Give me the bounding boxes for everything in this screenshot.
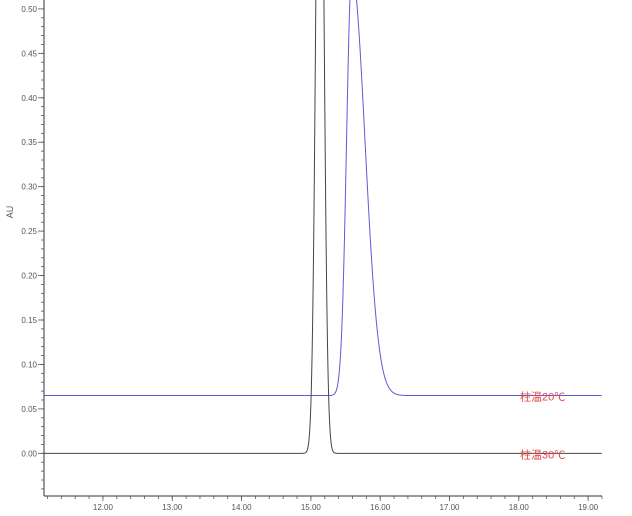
plot-area: 柱温20℃ 柱温30℃ bbox=[44, 0, 602, 461]
y-tick-label: 0.05 bbox=[21, 405, 37, 414]
y-tick-label: 0.25 bbox=[21, 227, 37, 236]
y-tick-label: 0.35 bbox=[21, 138, 37, 147]
y-tick-label: 0.00 bbox=[21, 449, 37, 458]
x-tick-label: 18.00 bbox=[509, 503, 530, 511]
y-tick-label: 0.50 bbox=[21, 5, 37, 14]
y-tick-label: 0.10 bbox=[21, 360, 37, 369]
axes: 0.00 0.05 0.10 0.15 0.20 0.25 0.30 0.35 0.40 0.45… bbox=[21, 0, 603, 512]
x-tick-label: 12.00 bbox=[93, 503, 114, 511]
x-tick-label: 14.00 bbox=[232, 503, 253, 511]
y-axis-label: AU bbox=[5, 206, 15, 219]
y-tick-label: 0.20 bbox=[21, 272, 37, 281]
x-tick-label: 13.00 bbox=[162, 503, 183, 511]
x-tick-label: 19.00 bbox=[578, 503, 599, 511]
series-label: 柱温30℃ bbox=[520, 447, 565, 461]
y-tick-label: 0.45 bbox=[21, 49, 37, 58]
series-line bbox=[44, 0, 602, 454]
x-tick-label: 16.00 bbox=[370, 503, 391, 511]
x-tick-label: 15.00 bbox=[301, 503, 322, 511]
y-tick-label: 0.15 bbox=[21, 316, 37, 325]
series-label: 柱温20℃ bbox=[520, 390, 565, 404]
series-line bbox=[44, 0, 602, 397]
y-tick-label: 0.40 bbox=[21, 94, 37, 103]
x-tick-label: 17.00 bbox=[439, 503, 460, 511]
y-tick-label: 0.30 bbox=[21, 183, 37, 192]
